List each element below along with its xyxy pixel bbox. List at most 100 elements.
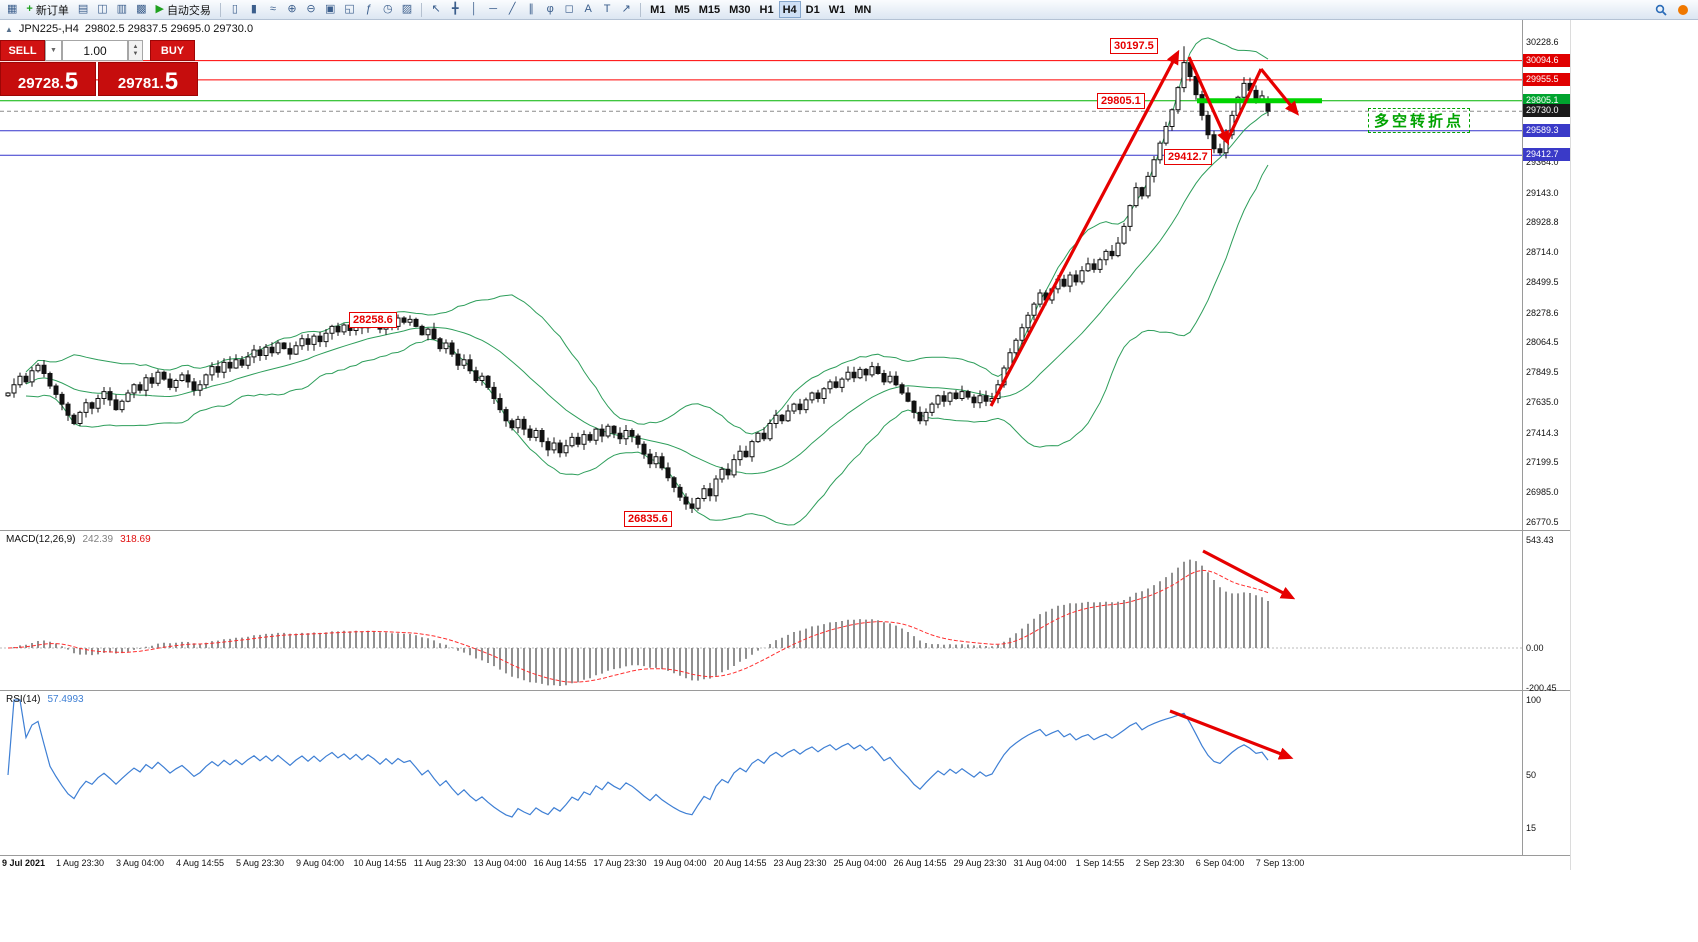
tf-h4[interactable]: H4 — [778, 1, 801, 18]
macd-name: MACD(12,26,9) — [6, 534, 76, 545]
chart-symbol-icon: ▲ — [5, 25, 13, 34]
bollinger-upper-band — [25, 37, 1269, 435]
crosshair-icon[interactable]: ╋ — [446, 1, 464, 18]
toolbar-groups: ▦ + 新订单 ▤ ◫ ▥ ▩ ▶ 自动交易 ▯ ▮ ≈ ⊕ ⊖ ▣ ◱ ƒ ◷ ▨ ↖ ╋ │ ─ ╱ ∥ φ ◻ A T ↗ M1 M5 M… — [3, 1, 875, 18]
trend-arrow[interactable] — [1169, 709, 1294, 760]
tf-h1-label: H1 — [759, 3, 774, 16]
toolbar-separator — [421, 2, 423, 17]
shapes-icon[interactable]: ◻ — [560, 1, 578, 18]
sell-price[interactable]: 29728. 5 — [0, 62, 96, 96]
buy-button[interactable]: BUY — [150, 40, 195, 61]
navigator-icon: ▥ — [116, 3, 128, 15]
navigator-icon[interactable]: ▥ — [113, 1, 131, 18]
tile-windows-icon: ▣ — [324, 3, 336, 15]
tf-h1[interactable]: H1 — [756, 1, 778, 18]
market-watch-icon: ▤ — [77, 3, 89, 15]
text-icon[interactable]: A — [579, 1, 597, 18]
tile-windows-icon[interactable]: ▣ — [321, 1, 339, 18]
trend-arrow[interactable] — [1259, 67, 1300, 116]
arrow-tools-icon: ↗ — [621, 3, 631, 15]
terminal-icon[interactable]: ▩ — [132, 1, 150, 18]
tf-d1[interactable]: D1 — [802, 1, 824, 18]
zoom-out-icon[interactable]: ⊖ — [302, 1, 320, 18]
horizontal-line-icon[interactable]: ─ — [484, 1, 502, 18]
notification-badge[interactable] — [1673, 1, 1693, 18]
trend-arrow[interactable] — [989, 49, 1180, 407]
periods-icon: ◷ — [382, 3, 393, 15]
tf-m30[interactable]: M30 — [725, 1, 754, 18]
volume-input[interactable] — [62, 40, 128, 61]
trendline-icon[interactable]: ╱ — [503, 1, 521, 18]
price-pane[interactable] — [0, 37, 1522, 526]
bear-candles — [23, 62, 1271, 509]
cascade-windows-icon[interactable]: ◱ — [340, 1, 358, 18]
market-watch-icon[interactable]: ▤ — [74, 1, 92, 18]
rsi-line — [7, 699, 1269, 818]
spinner-down-icon[interactable]: ▼ — [132, 50, 139, 57]
autotrading-button[interactable]: ▶ 自动交易 — [151, 1, 214, 18]
bollinger-lower-band — [25, 164, 1269, 526]
tf-w1[interactable]: W1 — [825, 1, 850, 18]
volume-spinner[interactable]: ▲ ▼ — [128, 40, 143, 61]
tf-m15-label: M15 — [698, 3, 721, 16]
one-click-trading-panel: SELL ▼ ▲ ▼ BUY 29728.5 29781.5 — [0, 40, 198, 96]
search-icon[interactable] — [1651, 1, 1671, 18]
sell-button[interactable]: SELL — [0, 40, 45, 61]
bollinger-middle-band — [25, 111, 1269, 475]
crosshair-icon: ╋ — [451, 3, 459, 15]
macd-signal-line — [7, 569, 1269, 683]
line-chart-icon: ≈ — [269, 3, 276, 15]
channel-icon[interactable]: ∥ — [522, 1, 540, 18]
cursor-icon[interactable]: ↖ — [427, 1, 445, 18]
price-axis[interactable] — [1523, 20, 1570, 856]
tf-m15[interactable]: M15 — [695, 1, 724, 18]
buy-price[interactable]: 29781. 5 — [98, 62, 198, 96]
templates-icon[interactable]: ▨ — [398, 1, 416, 18]
periods-icon[interactable]: ◷ — [379, 1, 397, 18]
fibonacci-icon[interactable]: φ — [541, 1, 559, 18]
label-icon[interactable]: T — [598, 1, 616, 18]
time-axis[interactable] — [0, 856, 1570, 870]
vertical-line-icon[interactable]: │ — [465, 1, 483, 18]
tf-h4-label: H4 — [782, 3, 797, 16]
candle-chart-icon[interactable]: ▮ — [245, 1, 263, 18]
candle-chart-icon: ▮ — [250, 3, 257, 15]
terminal-icon: ▩ — [136, 3, 147, 15]
sell-price-big-digit: 5 — [64, 67, 79, 95]
zoom-in-icon[interactable]: ⊕ — [283, 1, 301, 18]
volume-dropdown-icon[interactable]: ▼ — [45, 40, 62, 61]
chart-canvas[interactable] — [0, 20, 1698, 942]
bar-chart-icon: ▯ — [231, 3, 238, 15]
arrow-tools-icon[interactable]: ↗ — [617, 1, 635, 18]
rsi-indicator-label: RSI(14) 57.4993 — [6, 694, 84, 705]
autotrading-button-icon: ▶ — [155, 3, 164, 15]
trend-arrow[interactable] — [1187, 56, 1229, 146]
trend-arrow[interactable] — [1225, 68, 1263, 142]
tf-mn[interactable]: MN — [850, 1, 875, 18]
new-chart-icon: ▦ — [7, 3, 18, 15]
new-order-button[interactable]: + 新订单 — [22, 1, 72, 18]
bar-chart-icon[interactable]: ▯ — [226, 1, 244, 18]
tf-m5[interactable]: M5 — [670, 1, 693, 18]
data-window-icon[interactable]: ◫ — [93, 1, 111, 18]
tf-w1-label: W1 — [828, 3, 846, 16]
fibonacci-icon: φ — [546, 3, 554, 15]
horizontal-line-icon: ─ — [489, 3, 498, 15]
autotrading-button-label: 自动交易 — [166, 4, 211, 17]
line-chart-icon[interactable]: ≈ — [264, 1, 282, 18]
tf-m1[interactable]: M1 — [646, 1, 669, 18]
indicators-icon[interactable]: ƒ — [360, 1, 378, 18]
tf-m5-label: M5 — [674, 3, 690, 16]
vertical-line-icon: │ — [470, 3, 478, 15]
macd-main-value: 242.39 — [82, 534, 114, 545]
toolbar-separator — [640, 2, 642, 17]
trend-arrow[interactable] — [1202, 549, 1296, 600]
spinner-up-icon[interactable]: ▲ — [132, 43, 139, 50]
cursor-icon: ↖ — [431, 3, 441, 15]
indicators-icon: ƒ — [365, 3, 372, 15]
channel-icon: ∥ — [528, 3, 534, 15]
toolbar-right-icons — [1651, 1, 1695, 18]
templates-icon: ▨ — [401, 3, 413, 15]
new-chart-icon[interactable]: ▦ — [3, 1, 21, 18]
